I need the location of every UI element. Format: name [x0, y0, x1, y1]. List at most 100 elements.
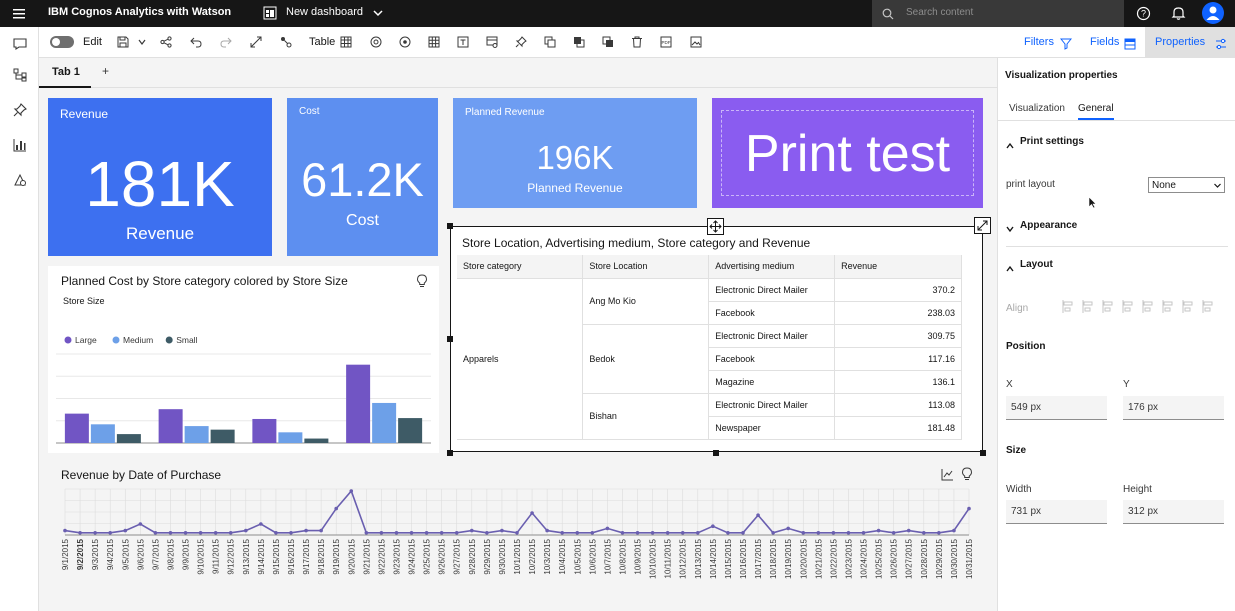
- hamburger-menu-icon[interactable]: [13, 7, 25, 19]
- data-point: [183, 531, 188, 535]
- share-icon[interactable]: [157, 33, 175, 51]
- edit-toggle[interactable]: [50, 36, 74, 48]
- search-bar[interactable]: Search content: [872, 0, 1124, 27]
- send-to-back-icon[interactable]: [599, 33, 617, 51]
- chevron-down-icon[interactable]: [133, 33, 151, 51]
- x-position-input[interactable]: 549 px: [1006, 396, 1107, 420]
- table-row[interactable]: Apparels Ang Mo Kio Electronic Direct Mail…: [457, 278, 962, 440]
- bar: [210, 429, 235, 443]
- advertising-medium-cell: Electronic Direct Mailer: [708, 278, 836, 302]
- help-icon[interactable]: ?: [1136, 6, 1151, 21]
- visualizations-icon[interactable]: [12, 137, 28, 153]
- planned-revenue-kpi-widget[interactable]: Planned Revenue 196K Planned Revenue: [453, 98, 697, 208]
- print-layout-select[interactable]: None: [1148, 177, 1225, 193]
- line-chart-widget[interactable]: Revenue by Date of Purchase 9/1/2015 9/2/…: [48, 461, 983, 611]
- move-handle-icon[interactable]: [707, 218, 724, 235]
- properties-button[interactable]: Properties: [1145, 27, 1235, 57]
- pin-icon[interactable]: [512, 33, 530, 51]
- layout-header[interactable]: Layout: [1020, 259, 1053, 270]
- table-row[interactable]: Bedok Electronic Direct Mailer 309.75: [457, 324, 962, 394]
- dashboard-title[interactable]: New dashboard: [286, 6, 364, 18]
- resize-handle[interactable]: [447, 450, 453, 456]
- data-point: [937, 531, 941, 535]
- resize-handle[interactable]: [713, 450, 719, 456]
- x-tick-label: 10/10/2015: [649, 538, 658, 579]
- avatar[interactable]: [1202, 2, 1224, 24]
- data-tree-icon[interactable]: [12, 67, 28, 83]
- connect-icon[interactable]: [277, 33, 295, 51]
- palette-icon[interactable]: [367, 33, 385, 51]
- delete-icon[interactable]: [628, 33, 646, 51]
- cost-kpi-widget[interactable]: Cost 61.2K Cost: [287, 98, 438, 256]
- fields-icon[interactable]: [1124, 37, 1136, 50]
- tab-visualization[interactable]: Visualization: [1009, 103, 1065, 114]
- column-header[interactable]: Store category: [457, 255, 584, 279]
- copy-icon[interactable]: [541, 33, 559, 51]
- undo-icon[interactable]: [187, 33, 205, 51]
- width-input[interactable]: 731 px: [1006, 500, 1107, 524]
- filters-button[interactable]: Filters: [1024, 36, 1054, 48]
- bar-chart-widget[interactable]: Planned Cost by Store category colored b…: [48, 266, 439, 453]
- bar: [252, 418, 277, 443]
- tab-general[interactable]: General: [1078, 103, 1114, 120]
- table-row[interactable]: Facebook 238.03: [457, 301, 962, 325]
- resize-handle[interactable]: [447, 336, 453, 342]
- swap-icon[interactable]: [396, 33, 414, 51]
- print-test-text-widget[interactable]: Print test: [712, 98, 983, 208]
- table-scroll[interactable]: Store category Store Location Advertisin…: [457, 255, 962, 443]
- table-icon[interactable]: [337, 33, 355, 51]
- lightbulb-icon[interactable]: [961, 467, 973, 481]
- data-point: [786, 526, 790, 531]
- chevron-down-icon[interactable]: [1005, 221, 1015, 233]
- filter-icon[interactable]: [1059, 37, 1073, 50]
- trend-icon[interactable]: [941, 468, 954, 481]
- tab-1[interactable]: Tab 1: [39, 58, 91, 88]
- assistant-icon[interactable]: [12, 172, 28, 188]
- chevron-up-icon[interactable]: [1005, 138, 1015, 149]
- pdf-icon[interactable]: PDF: [657, 33, 675, 51]
- column-header[interactable]: Advertising medium: [708, 255, 836, 279]
- revenue-kpi-widget[interactable]: Revenue 181K Revenue: [48, 98, 272, 256]
- y-position-input[interactable]: 176 px: [1123, 396, 1224, 420]
- data-settings-icon[interactable]: [483, 33, 501, 51]
- comment-icon[interactable]: [12, 36, 28, 52]
- table-widget[interactable]: Store Location, Advertising medium, Stor…: [450, 226, 983, 452]
- print-settings-header[interactable]: Print settings: [1020, 136, 1084, 147]
- text-icon[interactable]: [454, 33, 472, 51]
- print-layout-value: None: [1152, 180, 1176, 191]
- expand-icon[interactable]: [247, 33, 265, 51]
- table-type-label[interactable]: Table: [309, 36, 336, 48]
- align-icon: [1064, 307, 1071, 312]
- x-tick-label: 9/2/2015: [76, 538, 85, 570]
- notification-bell-icon[interactable]: [1171, 5, 1186, 21]
- height-input[interactable]: 312 px: [1123, 500, 1224, 524]
- column-header[interactable]: Store Location: [582, 255, 710, 279]
- table-row[interactable]: Magazine 136.1: [457, 370, 962, 394]
- bring-to-front-icon[interactable]: [570, 33, 588, 51]
- resize-handle[interactable]: [447, 223, 453, 229]
- pin-icon[interactable]: [12, 102, 28, 118]
- image-icon[interactable]: [687, 33, 705, 51]
- x-tick-label: 9/22/2015: [377, 538, 386, 574]
- resize-handle[interactable]: [980, 450, 986, 456]
- line-chart: 9/1/2015 9/2/2015 9/3/2015 9/4/2015 9/5/2015…: [61, 488, 974, 579]
- appearance-header[interactable]: Appearance: [1020, 220, 1078, 231]
- column-header[interactable]: Revenue: [834, 255, 962, 279]
- app-name[interactable]: IBM Cognos Analytics with Watson: [48, 6, 232, 18]
- table-row[interactable]: Newspaper 181.48: [457, 416, 962, 440]
- legend-swatch: [165, 336, 173, 344]
- grid-icon[interactable]: [425, 33, 443, 51]
- table-row[interactable]: Bishan Electronic Direct Mailer 113.08: [457, 393, 962, 440]
- chevron-down-icon[interactable]: [372, 6, 384, 18]
- save-icon[interactable]: [114, 33, 132, 51]
- maximize-icon[interactable]: [974, 217, 991, 234]
- add-tab-button[interactable]: +: [102, 64, 110, 78]
- redo-icon[interactable]: [217, 33, 235, 51]
- table-row[interactable]: Facebook 117.16: [457, 347, 962, 371]
- fields-button[interactable]: Fields: [1090, 36, 1119, 48]
- chevron-up-icon[interactable]: [1005, 261, 1015, 272]
- x-tick-label: 10/24/2015: [860, 538, 869, 579]
- lightbulb-icon[interactable]: [416, 274, 428, 288]
- x-tick-label: 9/15/2015: [272, 538, 281, 574]
- x-tick-label: Apparels: [87, 452, 119, 453]
